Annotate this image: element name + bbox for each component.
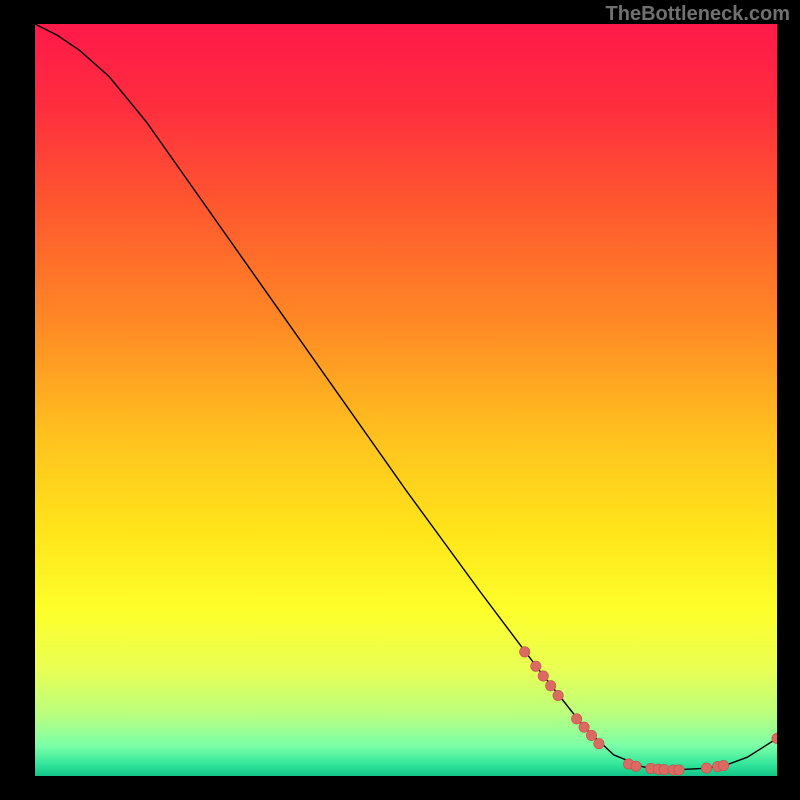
- data-marker: [553, 690, 563, 700]
- data-marker: [674, 765, 684, 775]
- data-marker: [531, 661, 541, 671]
- data-marker: [545, 681, 555, 691]
- data-marker: [586, 730, 596, 740]
- data-marker: [701, 763, 711, 773]
- data-marker: [571, 714, 581, 724]
- data-marker: [594, 738, 604, 748]
- chart-container: TheBottleneck.com: [0, 0, 800, 800]
- data-marker: [772, 733, 777, 743]
- data-marker: [520, 647, 530, 657]
- marker-svg: [35, 24, 777, 776]
- data-marker: [579, 722, 589, 732]
- watermark-text: TheBottleneck.com: [606, 3, 790, 26]
- data-marker: [538, 671, 548, 681]
- plot-area: [35, 24, 777, 776]
- data-marker: [718, 760, 728, 770]
- data-marker: [631, 761, 641, 771]
